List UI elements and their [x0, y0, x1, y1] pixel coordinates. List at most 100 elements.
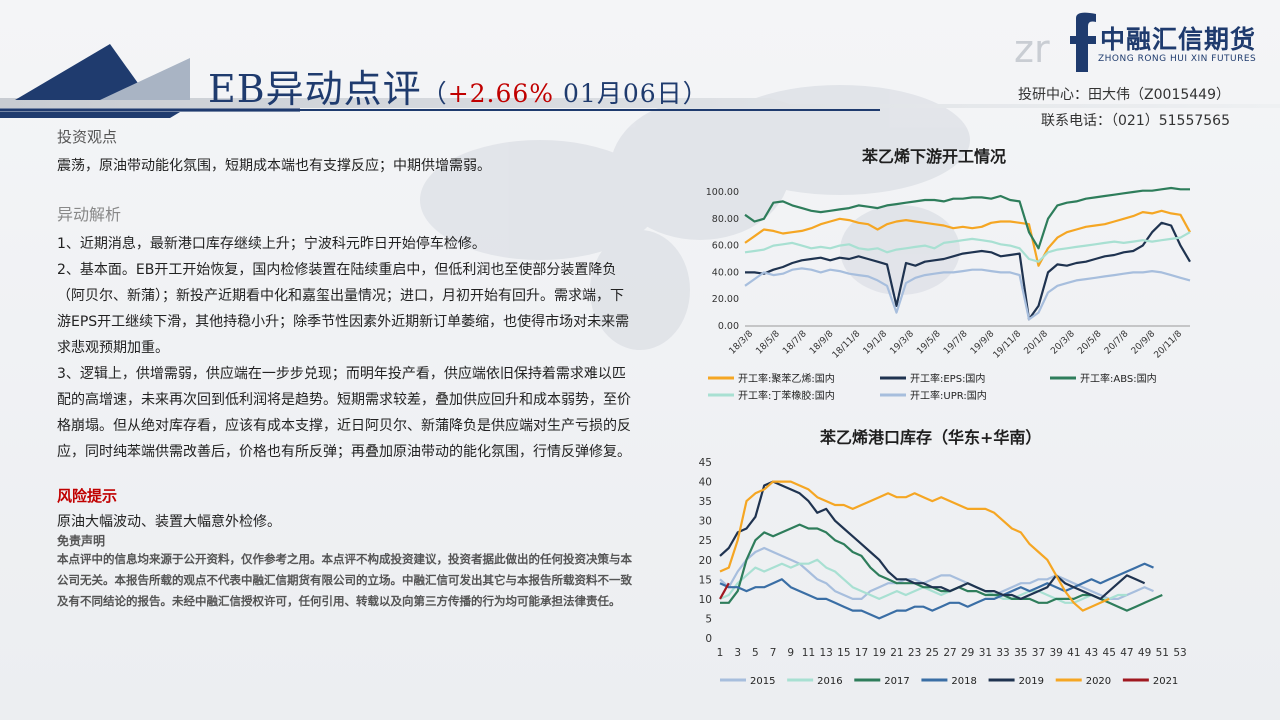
- analysis-point-2: 2、基本面。EB开工开始恢复，国内检修装置在陆续重启中，但低利润也至使部分装置降…: [57, 262, 630, 356]
- chart1-series-line-0: [744, 209, 1191, 267]
- chart2-x-tick: 25: [926, 647, 939, 659]
- chart2-legend-label: 2017: [884, 676, 909, 687]
- chart2-x-tick: 39: [1049, 647, 1062, 659]
- analysis-point-3: 3、逻辑上，供增需弱，供应端在一步步兑现；而明年投产看，供应端依旧保持着需求难以…: [57, 366, 631, 460]
- chart1-legend-label: 开工率:丁苯橡胶:国内: [738, 389, 835, 402]
- chart1-legend-label: 开工率:UPR:国内: [910, 389, 987, 402]
- chart2-y-tick: 25: [699, 535, 712, 547]
- chart2-x-tick: 45: [1103, 647, 1116, 659]
- chart2-legend-label: 2018: [951, 676, 976, 687]
- title-main: EB异动点评: [208, 67, 422, 111]
- chart2-x-tick: 19: [873, 647, 886, 659]
- chart1-x-tick: 19/3/8: [888, 329, 916, 357]
- chart2-x-tick: 7: [770, 647, 777, 659]
- chart1-legend-label: 开工率:EPS:国内: [910, 372, 985, 385]
- chart1-legend-label: 开工率:聚苯乙烯:国内: [738, 372, 835, 385]
- chart2-series-line-2: [720, 523, 1163, 612]
- chart1-y-tick: 80.00: [712, 214, 739, 225]
- chart1-x-tick: 19/7/8: [942, 329, 970, 357]
- title-paren-close: ）: [682, 79, 709, 108]
- views-heading: 投资观点: [57, 128, 118, 146]
- chart2-x-tick: 13: [819, 647, 832, 659]
- chart2-series-line-6: [719, 582, 730, 600]
- chart2-x-tick: 3: [734, 647, 741, 659]
- chart2-y-tick: 20: [699, 555, 712, 567]
- views-text: 震荡，原油带动能化氛围，短期成本端也有支撑反应；中期供增需弱。: [57, 158, 491, 174]
- chart1-series-line-1: [745, 221, 1191, 321]
- chart2-x-tick: 5: [752, 647, 759, 659]
- port-inventory-chart: 0 5 10 15 20 25 30 35 40 45 1 3 5 7 9 11 13 15 17 19 21 23 25 2…: [699, 457, 1187, 687]
- chart2-y-tick: 0: [705, 633, 712, 645]
- chart2-legend-label: 2019: [1019, 676, 1044, 687]
- chart2-y-tick: 35: [699, 496, 712, 508]
- chart2-x-tick: 51: [1156, 647, 1169, 659]
- chart2-y-tick: 15: [699, 574, 712, 586]
- chart2-legend-label: 2016: [817, 676, 842, 687]
- chart2-series-line-0: [719, 546, 1154, 600]
- chart2-x-tick: 1: [717, 647, 724, 659]
- chart1-x-tick: 18/11/8: [831, 329, 863, 361]
- brand-name-en: ZHONG RONG HUI XIN FUTURES: [1098, 54, 1257, 64]
- contact-phone: 联系电话：（021）51557565: [1041, 113, 1230, 129]
- page-title: EB异动点评（+2.66% 01月06日）: [208, 58, 709, 113]
- chart1-x-tick: 20/3/8: [1049, 329, 1077, 357]
- chart2-series-line-1: [719, 558, 1127, 604]
- chart2-series-line-4: [719, 480, 1146, 600]
- chart1-x-tick: 19/1/8: [862, 329, 890, 357]
- title-date: 01月06日: [554, 79, 683, 108]
- chart1-x-tick: 19/5/8: [915, 329, 943, 357]
- risk-heading: 风险提示: [57, 487, 118, 505]
- chart1-y-tick: 60.00: [712, 241, 739, 252]
- disclaimer-text: 本点评中的信息均来源于公开资料，仅作参考之用。本点评不构成投资建议，投资者据此做…: [57, 552, 632, 608]
- chart1-x-tick: 20/11/8: [1153, 329, 1185, 361]
- chart2-x-tick: 33: [996, 647, 1009, 659]
- chart1-y-tick: 0.00: [718, 321, 739, 332]
- chart2-x-tick: 27: [943, 647, 956, 659]
- chart2-legend-label: 2020: [1086, 676, 1111, 687]
- chart1-x-tick: 18/7/8: [781, 329, 809, 357]
- chart2-y-tick: 40: [699, 477, 712, 489]
- chart2-x-tick: 35: [1014, 647, 1027, 659]
- chart1-x-tick: 20/1/8: [1023, 329, 1051, 357]
- analysis-heading: 异动解析: [57, 205, 122, 224]
- chart2-legend-label: 2021: [1153, 676, 1178, 687]
- chart2-x-tick: 21: [890, 647, 903, 659]
- analysis-point-1: 1、近期消息，最新港口库存继续上升；宁波科元昨日开始停车检修。: [57, 236, 486, 252]
- company-logo-icon: zr: [1014, 12, 1096, 72]
- chart2-x-tick: 17: [855, 647, 868, 659]
- commentary-column: 投资观点 震荡，原油带动能化氛围，短期成本端也有支撑反应；中期供增需弱。 异动解…: [57, 126, 637, 612]
- chart2-series-line-3: [719, 562, 1154, 620]
- risk-text: 原油大幅波动、装置大幅意外检修。: [57, 514, 281, 530]
- chart2-y-tick: 10: [699, 594, 712, 606]
- disclaimer-heading: 免责声明: [57, 534, 106, 548]
- chart2-x-tick: 47: [1120, 647, 1133, 659]
- brand-name-cn: 中融汇信期货: [1100, 25, 1257, 54]
- svg-text:zr: zr: [1014, 27, 1050, 71]
- chart2-x-tick: 49: [1138, 647, 1151, 659]
- chart2-x-tick: 43: [1085, 647, 1098, 659]
- chart1-x-tick: 19/11/8: [992, 329, 1024, 361]
- chart2-x-tick: 29: [961, 647, 974, 659]
- chart2-legend-label: 2015: [750, 676, 775, 687]
- chart1-y-tick: 20.00: [712, 294, 739, 305]
- chart1-series-line-2: [744, 186, 1190, 250]
- chart2-x-tick: 31: [979, 647, 992, 659]
- chart1-x-tick: 20/5/8: [1076, 329, 1104, 357]
- chart1-x-tick: 18/3/8: [728, 329, 756, 357]
- chart1-x-tick: 20/7/8: [1103, 329, 1131, 357]
- contact-analyst: 投研中心：田大伟（Z0015449）: [1018, 87, 1230, 103]
- chart2-x-tick: 53: [1173, 647, 1186, 659]
- chart2-series-line-5: [719, 480, 1110, 612]
- chart1-legend-label: 开工率:ABS:国内: [1080, 372, 1157, 385]
- chart2-x-tick: 11: [802, 647, 815, 659]
- chart1-title: 苯乙烯下游开工情况: [862, 147, 1007, 166]
- chart2-y-tick: 30: [699, 516, 712, 528]
- chart2-x-tick: 23: [908, 647, 921, 659]
- chart2-x-tick: 41: [1067, 647, 1080, 659]
- chart1-y-tick: 100.00: [706, 187, 739, 198]
- chart1-series-line-4: [744, 267, 1191, 321]
- chart1-y-tick: 40.00: [712, 267, 739, 278]
- chart2-x-tick: 15: [837, 647, 850, 659]
- chart2-x-tick: 9: [787, 647, 794, 659]
- title-change-percent: +2.66%: [447, 79, 555, 108]
